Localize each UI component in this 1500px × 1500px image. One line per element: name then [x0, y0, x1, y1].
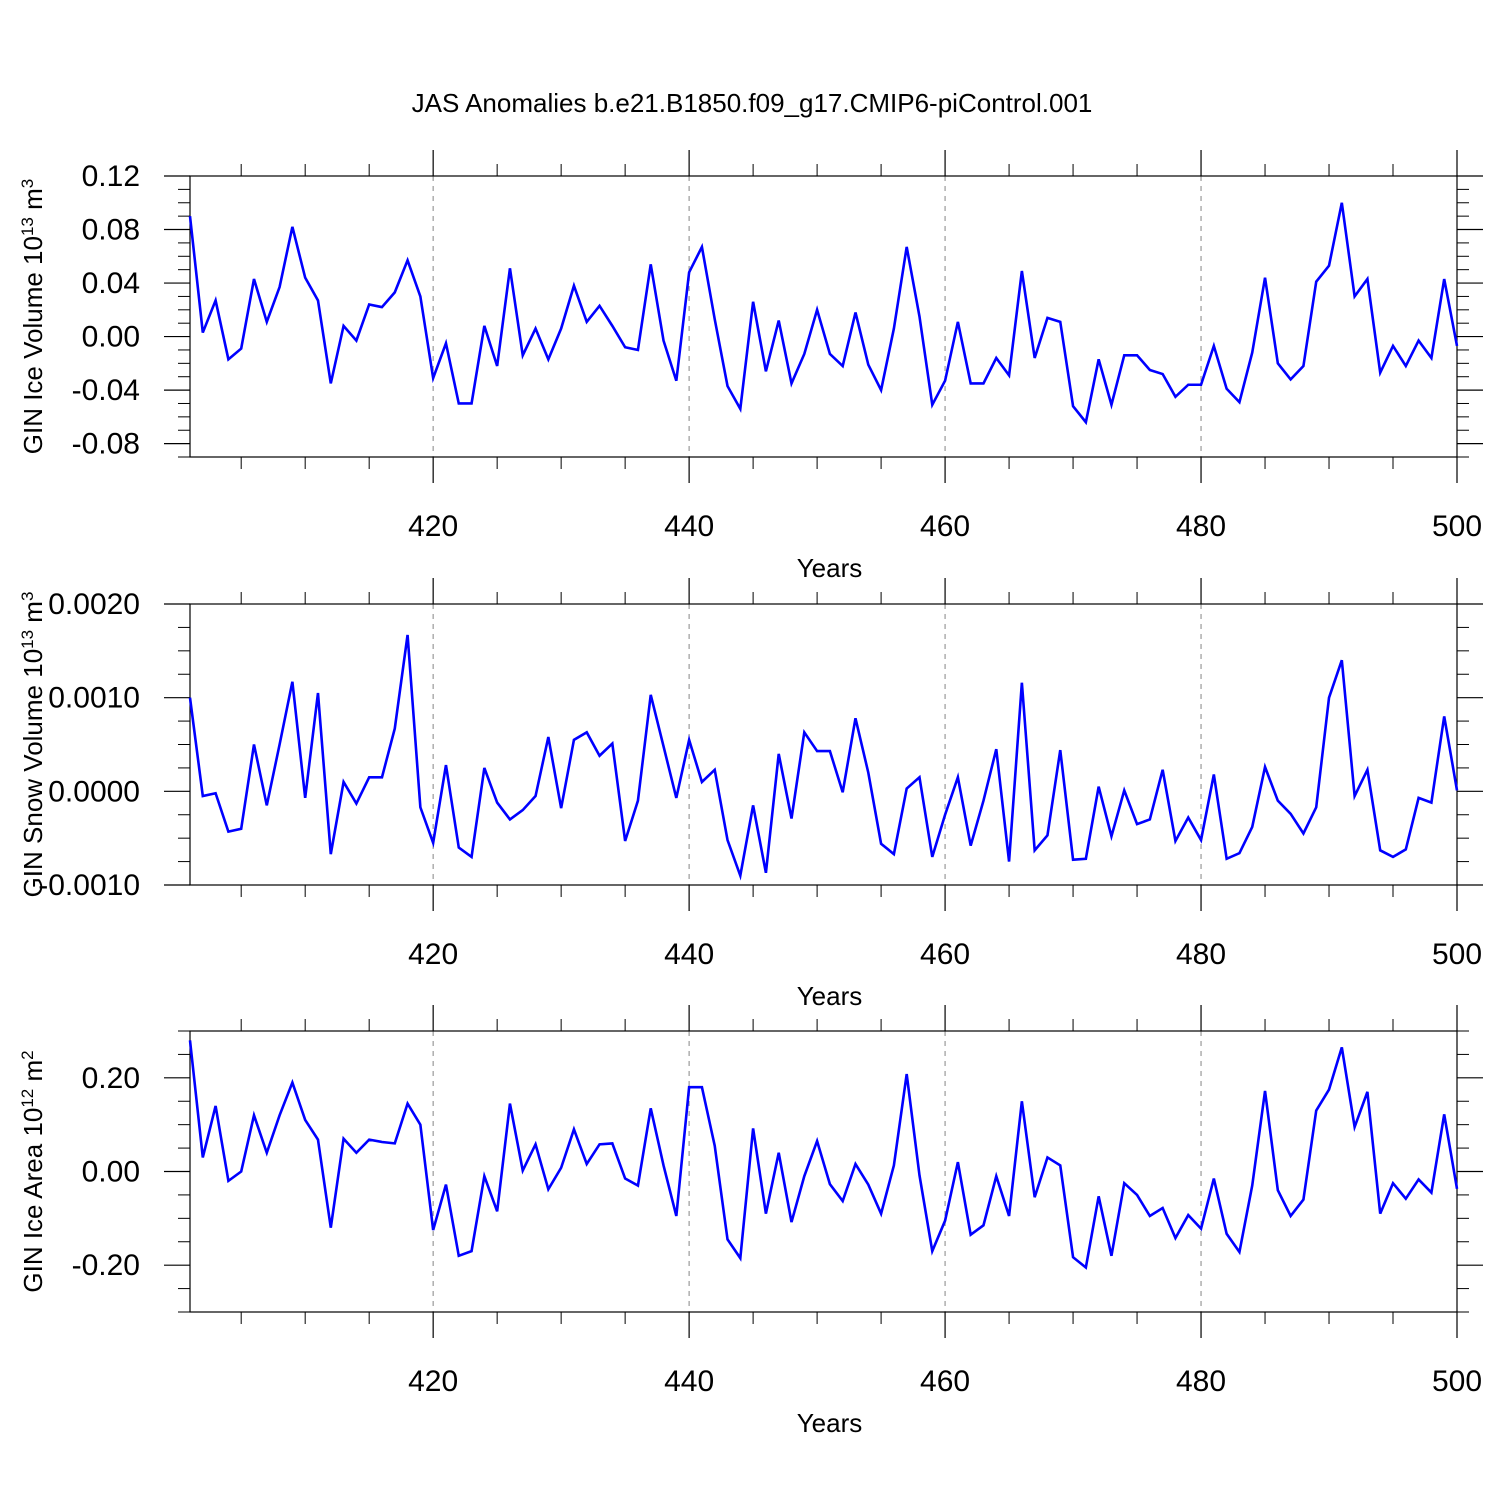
y-tick-label: -0.20	[72, 1249, 140, 1282]
y-axis-label: GIN Ice Area 1012 m2	[18, 1050, 49, 1292]
y-tick-label: -0.04	[72, 374, 140, 407]
y-tick-label: 0.0020	[48, 588, 140, 621]
x-tick-label: 460	[920, 1365, 970, 1398]
y-tick-label: 0.12	[82, 160, 140, 193]
series-line	[188, 1040, 1459, 1270]
chart-panel-3: -0.20 0.00 0.20 420 440 460 480 500 Years GIN Ice…	[18, 1005, 1483, 1438]
x-axis-label: Years	[797, 553, 863, 583]
x-tick-label: 480	[1176, 1365, 1226, 1398]
y-tick-label: 0.08	[82, 214, 140, 247]
y-tick-label: 0.20	[82, 1062, 140, 1095]
x-tick-label: 480	[1176, 510, 1226, 543]
y-axis-label: GIN Ice Volume 1013 m3	[18, 179, 49, 455]
chart-panel-1: -0.08 -0.04 0.00 0.04 0.08 0.12 420 440 460 480 50…	[18, 150, 1483, 583]
plot-frame	[189, 603, 1458, 886]
y-tick-label: 0.0010	[48, 682, 140, 715]
x-tick-label: 420	[408, 938, 458, 971]
plot-frame	[189, 1030, 1458, 1313]
y-tick-label: 0.00	[82, 321, 140, 354]
x-tick-label: 460	[920, 510, 970, 543]
y-tick-label: -0.08	[72, 428, 140, 461]
plot-frame	[189, 175, 1458, 458]
x-tick-label: 440	[664, 1365, 714, 1398]
y-axis-label: GIN Snow Volume 1013 m3	[18, 592, 49, 898]
x-tick-label: 420	[408, 1365, 458, 1398]
x-tick-label: 500	[1432, 938, 1482, 971]
x-axis-label: Years	[797, 981, 863, 1011]
y-tick-label: 0.00	[82, 1156, 140, 1189]
x-tick-label: 440	[664, 510, 714, 543]
x-tick-label: 500	[1432, 510, 1482, 543]
chart-title: JAS Anomalies b.e21.B1850.f09_g17.CMIP6-…	[412, 88, 1093, 118]
x-tick-label: 440	[664, 938, 714, 971]
x-tick-label: 420	[408, 510, 458, 543]
series-line	[188, 634, 1459, 881]
chart-panel-2: -0.0010 0.0000 0.0010 0.0020 420 440 460 480 500…	[18, 578, 1483, 1011]
x-tick-label: 460	[920, 938, 970, 971]
y-tick-label: 0.04	[82, 267, 140, 300]
x-axis-label: Years	[797, 1408, 863, 1438]
x-tick-label: 500	[1432, 1365, 1482, 1398]
x-tick-label: 480	[1176, 938, 1226, 971]
y-tick-label: 0.0000	[48, 775, 140, 808]
y-tick-label: -0.0010	[38, 869, 140, 902]
series-line	[188, 202, 1459, 426]
